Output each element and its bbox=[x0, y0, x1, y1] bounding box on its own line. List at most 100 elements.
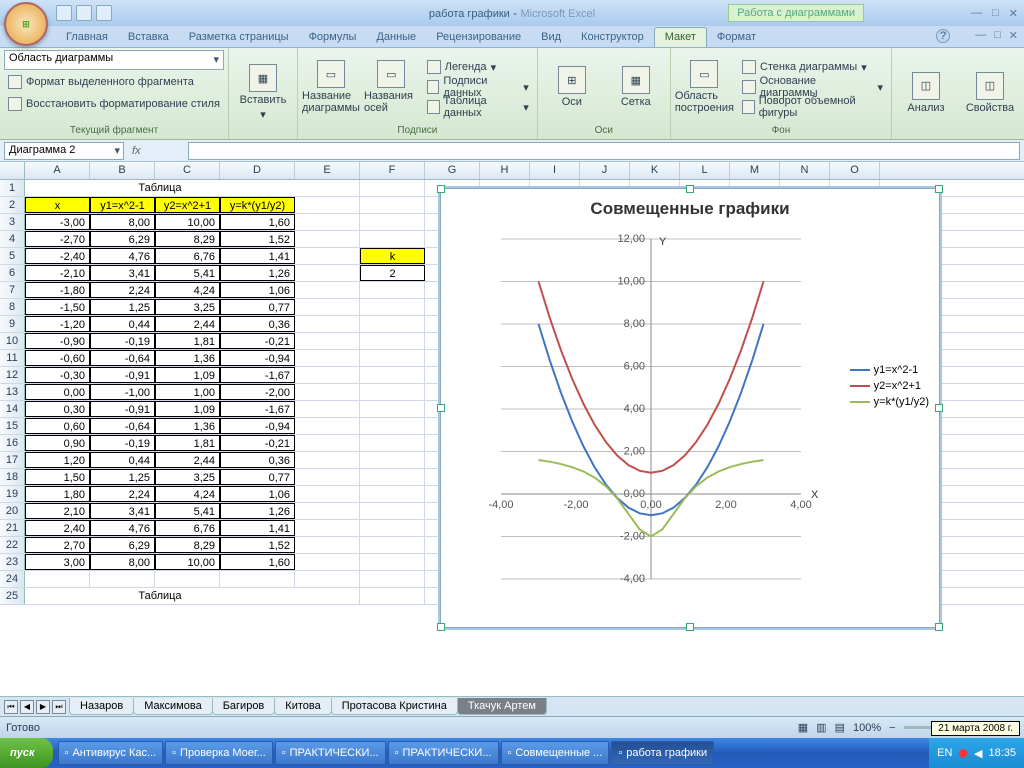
row-header[interactable]: 22 bbox=[0, 537, 25, 553]
analysis-button[interactable]: ◫Анализ bbox=[896, 60, 956, 126]
sub-restore-icon[interactable]: □ bbox=[994, 29, 1001, 42]
cell[interactable] bbox=[360, 367, 425, 383]
cell[interactable]: k bbox=[360, 248, 425, 264]
column-header[interactable]: O bbox=[830, 162, 880, 179]
cell[interactable] bbox=[360, 401, 425, 417]
column-header[interactable]: E bbox=[295, 162, 360, 179]
cell[interactable]: 1,52 bbox=[220, 537, 295, 553]
cell[interactable]: 10,00 bbox=[155, 554, 220, 570]
cell[interactable]: 0,90 bbox=[25, 435, 90, 451]
tab-Вид[interactable]: Вид bbox=[531, 28, 571, 47]
rotation-button[interactable]: Поворот объемной фигуры bbox=[738, 97, 887, 117]
column-header[interactable]: B bbox=[90, 162, 155, 179]
zoom-out-icon[interactable]: − bbox=[889, 722, 895, 734]
tray-lang[interactable]: EN bbox=[937, 747, 952, 759]
row-header[interactable]: 6 bbox=[0, 265, 25, 281]
sheet-tab[interactable]: Китова bbox=[274, 698, 331, 715]
cell[interactable]: 6,29 bbox=[90, 537, 155, 553]
row-header[interactable]: 12 bbox=[0, 367, 25, 383]
cell[interactable] bbox=[295, 299, 360, 315]
row-header[interactable]: 21 bbox=[0, 520, 25, 536]
cell[interactable]: 5,41 bbox=[155, 265, 220, 281]
cell[interactable]: -2,10 bbox=[25, 265, 90, 281]
cell[interactable]: 2,10 bbox=[25, 503, 90, 519]
cell[interactable]: -0,91 bbox=[90, 367, 155, 383]
cell[interactable] bbox=[295, 367, 360, 383]
save-icon[interactable] bbox=[56, 5, 72, 21]
cell[interactable]: -0,91 bbox=[90, 401, 155, 417]
cell[interactable]: 8,29 bbox=[155, 231, 220, 247]
cell[interactable] bbox=[360, 384, 425, 400]
column-header[interactable]: D bbox=[220, 162, 295, 179]
cell[interactable]: 2,44 bbox=[155, 452, 220, 468]
column-header[interactable]: H bbox=[480, 162, 530, 179]
cell[interactable]: -0,90 bbox=[25, 333, 90, 349]
cell[interactable] bbox=[295, 197, 360, 213]
formula-input[interactable] bbox=[188, 142, 1020, 160]
cell[interactable] bbox=[360, 537, 425, 553]
cell[interactable] bbox=[295, 520, 360, 536]
cell[interactable] bbox=[295, 503, 360, 519]
cell[interactable] bbox=[295, 469, 360, 485]
sheet-tab[interactable]: Ткачук Артем bbox=[457, 698, 547, 715]
plot-area-button[interactable]: ▭Область построения bbox=[675, 54, 734, 120]
cell[interactable]: -0,94 bbox=[220, 418, 295, 434]
cell[interactable] bbox=[295, 282, 360, 298]
row-header[interactable]: 18 bbox=[0, 469, 25, 485]
row-header[interactable]: 15 bbox=[0, 418, 25, 434]
cell[interactable]: 2,40 bbox=[25, 520, 90, 536]
cell[interactable]: -2,00 bbox=[220, 384, 295, 400]
data-table-button[interactable]: Таблица данных ▾ bbox=[423, 97, 533, 117]
taskbar-button[interactable]: ▫ПРАКТИЧЕСКИ... bbox=[275, 741, 386, 765]
cell[interactable]: 3,25 bbox=[155, 469, 220, 485]
cell[interactable]: 1,00 bbox=[155, 384, 220, 400]
row-header[interactable]: 9 bbox=[0, 316, 25, 332]
row-header[interactable]: 7 bbox=[0, 282, 25, 298]
cell[interactable] bbox=[360, 486, 425, 502]
taskbar-button[interactable]: ▫ПРАКТИЧЕСКИ... bbox=[388, 741, 499, 765]
cell[interactable]: 0,77 bbox=[220, 299, 295, 315]
cell[interactable]: 4,76 bbox=[90, 520, 155, 536]
column-header[interactable]: C bbox=[155, 162, 220, 179]
cell[interactable] bbox=[360, 520, 425, 536]
cell[interactable] bbox=[295, 418, 360, 434]
cell[interactable]: 6,76 bbox=[155, 248, 220, 264]
cell[interactable]: 4,76 bbox=[90, 248, 155, 264]
cell[interactable]: 1,52 bbox=[220, 231, 295, 247]
cell[interactable]: 1,06 bbox=[220, 486, 295, 502]
sheet-tab[interactable]: Протасова Кристина bbox=[331, 698, 458, 715]
cell[interactable]: y=k*(y1/y2) bbox=[220, 197, 295, 213]
cell[interactable]: -0,94 bbox=[220, 350, 295, 366]
fx-icon[interactable]: fx bbox=[132, 145, 141, 157]
tab-Разметка страницы[interactable]: Разметка страницы bbox=[179, 28, 299, 47]
cell[interactable]: Таблица bbox=[25, 180, 295, 196]
cell[interactable] bbox=[360, 350, 425, 366]
tray-icon[interactable]: ◀ bbox=[974, 747, 982, 760]
cell[interactable]: 1,26 bbox=[220, 265, 295, 281]
cell[interactable]: 1,20 bbox=[25, 452, 90, 468]
cell[interactable]: 8,29 bbox=[155, 537, 220, 553]
cell[interactable]: 1,36 bbox=[155, 350, 220, 366]
cell[interactable] bbox=[295, 316, 360, 332]
cell[interactable]: 1,36 bbox=[155, 418, 220, 434]
tray-icon[interactable]: ⬣ bbox=[958, 747, 968, 760]
cell[interactable]: -1,80 bbox=[25, 282, 90, 298]
sheet-last-icon[interactable]: ⏭ bbox=[52, 700, 66, 714]
gridlines-button[interactable]: ▦Сетка bbox=[606, 54, 666, 120]
chart-wall-button[interactable]: Стенка диаграммы ▾ bbox=[738, 57, 887, 77]
cell[interactable]: -0,30 bbox=[25, 367, 90, 383]
column-header[interactable]: L bbox=[680, 162, 730, 179]
cell[interactable]: 10,00 bbox=[155, 214, 220, 230]
cell[interactable] bbox=[360, 554, 425, 570]
cell[interactable]: 0,60 bbox=[25, 418, 90, 434]
row-header[interactable]: 8 bbox=[0, 299, 25, 315]
cell[interactable] bbox=[155, 571, 220, 587]
cell[interactable] bbox=[295, 571, 360, 587]
cell[interactable]: -2,70 bbox=[25, 231, 90, 247]
row-header[interactable]: 11 bbox=[0, 350, 25, 366]
row-header[interactable]: 24 bbox=[0, 571, 25, 587]
cell[interactable] bbox=[360, 588, 425, 604]
cell[interactable]: 0,30 bbox=[25, 401, 90, 417]
sheet-tab[interactable]: Назаров bbox=[69, 698, 134, 715]
cell[interactable]: -1,50 bbox=[25, 299, 90, 315]
